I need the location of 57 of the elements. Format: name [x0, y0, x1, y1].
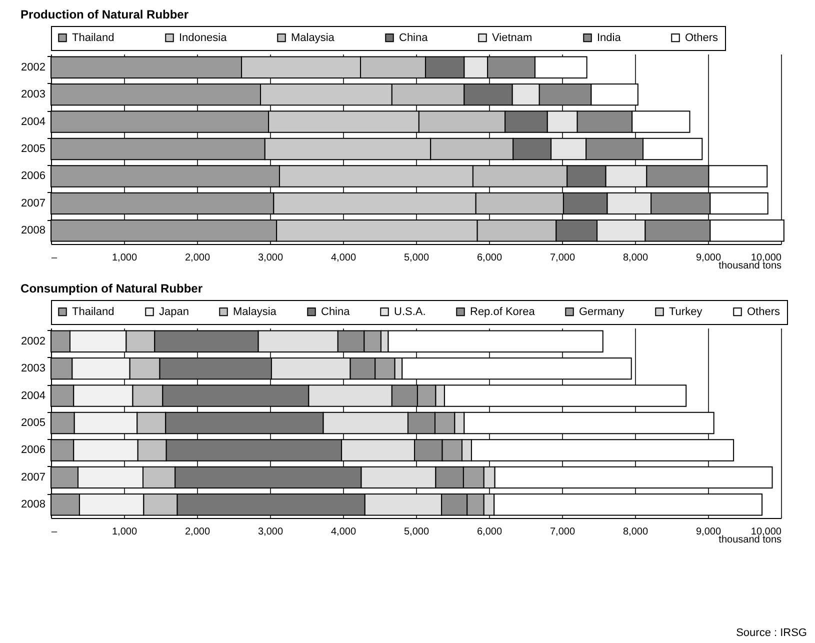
x-tick-label: 1,000: [112, 526, 138, 538]
x-tick-label: 1,000: [112, 252, 138, 264]
y-tick-label: 2006: [21, 170, 46, 182]
x-tick-label: –: [52, 526, 58, 538]
x-tick-label: 6,000: [476, 252, 502, 264]
x-tick-label: 9,000: [696, 526, 722, 538]
y-tick-label: 2003: [21, 88, 46, 101]
legend-label: Vietnam: [492, 32, 532, 44]
y-tick-label: 2005: [21, 143, 46, 155]
y-tick-label: 2007: [21, 197, 46, 210]
source-note: Source : IRSG: [736, 627, 807, 639]
legend-label: Rep.of Korea: [470, 306, 536, 318]
x-tick-label: 5,000: [404, 252, 430, 264]
x-tick-label: 10,000: [750, 252, 782, 264]
legend-label: Thailand: [72, 32, 114, 44]
x-tick-label: 4,000: [330, 252, 356, 264]
x-tick-label: 8,000: [622, 526, 648, 538]
legend-label: Others: [747, 306, 781, 318]
y-tick-label: 2002: [21, 335, 46, 348]
x-tick-label: 2,000: [184, 252, 210, 264]
y-tick-label: 2003: [21, 362, 46, 375]
legend-label: Malaysia: [233, 306, 278, 318]
x-tick-label: 8,000: [622, 252, 648, 264]
y-tick-label: 2002: [21, 61, 46, 74]
chart-title: Production of Natural Rubber: [20, 8, 189, 22]
y-tick-label: 2004: [21, 116, 46, 128]
x-tick-label: 10,000: [750, 526, 782, 538]
y-tick-label: 2004: [21, 390, 46, 402]
x-axis-title: thousand tons: [718, 260, 782, 272]
y-tick-label: 2006: [21, 444, 46, 456]
x-tick-label: 3,000: [258, 526, 284, 538]
legend-label: India: [597, 32, 622, 44]
legend-label: Japan: [159, 306, 189, 318]
y-tick-label: 2008: [21, 498, 46, 511]
x-tick-label: –: [52, 252, 58, 264]
chart-title: Consumption of Natural Rubber: [20, 282, 203, 296]
x-tick-label: 2,000: [184, 526, 210, 538]
legend-label: Indonesia: [179, 32, 228, 44]
x-tick-label: 3,000: [258, 252, 284, 264]
x-tick-label: 7,000: [550, 526, 576, 538]
legend-label: China: [399, 32, 429, 44]
x-tick-label: 9,000: [696, 252, 722, 264]
legend-label: Others: [685, 32, 719, 44]
y-tick-label: 2008: [21, 224, 46, 237]
y-tick-label: 2007: [21, 471, 46, 484]
x-axis-title: thousand tons: [718, 534, 782, 546]
legend-label: U.S.A.: [394, 306, 426, 318]
x-tick-label: 5,000: [404, 526, 430, 538]
legend-label: China: [321, 306, 351, 318]
legend-label: Turkey: [669, 306, 703, 318]
x-tick-label: 4,000: [330, 526, 356, 538]
y-tick-label: 2005: [21, 417, 46, 429]
x-tick-label: 7,000: [550, 252, 576, 264]
legend-label: Malaysia: [291, 32, 336, 44]
legend-label: Germany: [579, 306, 625, 318]
legend-label: Thailand: [72, 306, 114, 318]
x-tick-label: 6,000: [476, 526, 502, 538]
